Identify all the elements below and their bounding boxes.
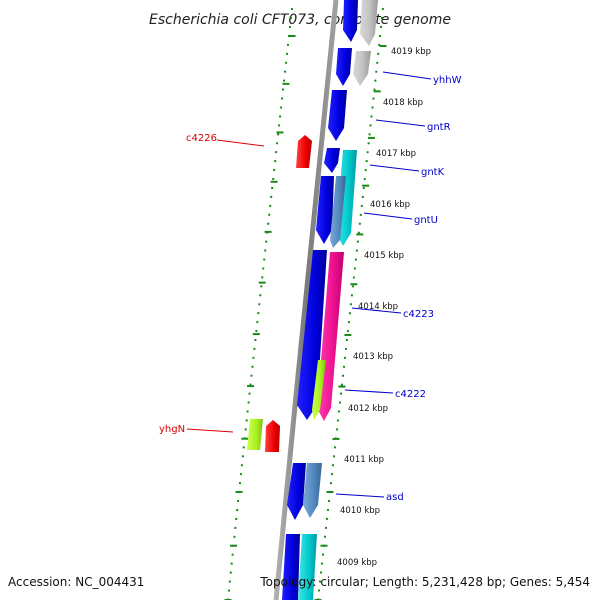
gene-label-gntK[interactable]: gntK [421, 167, 445, 178]
forward-genes [282, 0, 378, 600]
accession-text: Accession: NC_004431 [8, 575, 144, 589]
reverse-gene-labels [186, 139, 265, 433]
gene-label-yhgN[interactable]: yhgN [159, 424, 185, 435]
gene-arrow-blue[interactable] [343, 0, 358, 42]
reverse-genes [247, 135, 312, 452]
kbp-label: 4012 kbp [348, 404, 388, 414]
gene-arrow-lime[interactable] [247, 419, 263, 450]
kbp-scale: 4019 kbp 4018 kbp 4017 kbp 4016 kbp 4015… [337, 47, 431, 568]
gene-arrow-blue[interactable] [336, 48, 352, 86]
gene-label-gntU[interactable]: gntU [414, 215, 438, 226]
kbp-label: 4009 kbp [337, 558, 377, 568]
gene-arrow-lime[interactable] [312, 360, 326, 420]
gene-arrow-blue[interactable] [324, 148, 340, 173]
kbp-label: 4014 kbp [358, 302, 398, 312]
forward-gene-labels [335, 71, 432, 498]
label-leader [382, 71, 432, 80]
gene-arrow-blue[interactable] [297, 250, 327, 420]
label-leader [216, 139, 265, 147]
map-title: Escherichia coli CFT073, complete genome [149, 12, 451, 28]
kbp-label: 4010 kbp [340, 506, 380, 516]
gene-label-c4226[interactable]: c4226 [186, 133, 217, 144]
gene-arrow-red[interactable] [296, 135, 312, 168]
topology-text: Topology: circular; Length: 5,231,428 bp… [259, 575, 590, 589]
label-leader [369, 164, 420, 172]
label-leader [344, 389, 394, 394]
inner-major-ticks [224, 35, 296, 600]
kbp-label: 4015 kbp [364, 251, 404, 261]
label-leader [351, 307, 402, 314]
gene-label-yhhW[interactable]: yhhW [433, 75, 462, 86]
outer-major-ticks [314, 45, 387, 600]
kbp-label: 4019 kbp [391, 47, 431, 57]
kbp-label: 4011 kbp [344, 455, 384, 465]
label-leader [363, 212, 413, 220]
gene-label-c4222[interactable]: c4222 [395, 389, 426, 400]
gene-arrow-red[interactable] [265, 420, 280, 452]
kbp-label: 4018 kbp [383, 98, 423, 108]
gene-arrow-steel[interactable] [303, 463, 322, 518]
genome-backbone [273, 0, 339, 600]
gene-arrow-cyan[interactable] [298, 534, 317, 600]
outer-tick-ring [317, 7, 384, 600]
gene-arrow-gray[interactable] [360, 0, 378, 46]
gene-arrow-blue[interactable] [328, 90, 347, 141]
gene-label-group: yhhW gntR gntK gntU c4223 c4222 asd [386, 75, 462, 503]
gene-arrow-blue[interactable] [316, 176, 334, 244]
label-leader [335, 493, 385, 498]
label-leader [186, 428, 234, 433]
gene-label-gntR[interactable]: gntR [427, 122, 451, 133]
kbp-label: 4016 kbp [370, 200, 410, 210]
gene-arrow-blue[interactable] [287, 463, 306, 520]
label-leader [375, 119, 426, 127]
gene-arrow-blue[interactable] [282, 534, 300, 600]
kbp-label: 4013 kbp [353, 352, 393, 362]
gene-label-c4223[interactable]: c4223 [403, 309, 434, 320]
inner-tick-ring [227, 7, 293, 600]
gene-label-asd[interactable]: asd [386, 492, 404, 503]
gene-arrow-gray[interactable] [353, 51, 371, 86]
gene-arrow-steel[interactable] [330, 176, 346, 248]
kbp-label: 4017 kbp [376, 149, 416, 159]
